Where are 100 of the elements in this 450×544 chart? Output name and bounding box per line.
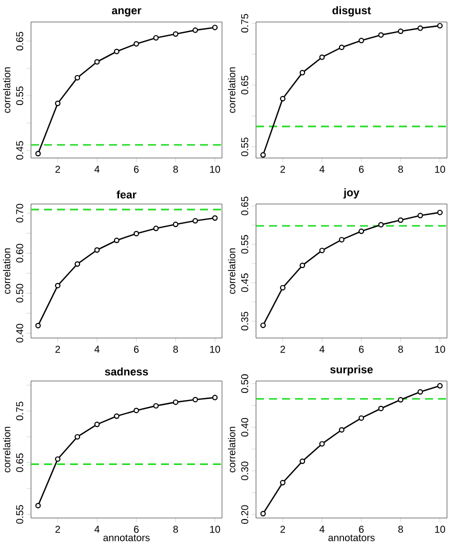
point [398, 28, 404, 34]
x-axis-title: annotators [328, 534, 375, 542]
point [358, 38, 364, 44]
y-tick-label: 0.40 [241, 418, 248, 437]
point [300, 70, 306, 76]
point [437, 22, 443, 28]
x-tick-label: 2 [280, 526, 286, 533]
point [212, 394, 218, 400]
y-tick-label: 0.75 [16, 402, 24, 420]
point [300, 262, 306, 268]
chart-title: surprise [330, 365, 373, 376]
point [319, 248, 325, 254]
point [54, 456, 60, 462]
point [338, 236, 344, 242]
point [212, 24, 218, 30]
y-tick-label: 0.55 [16, 505, 24, 524]
point [114, 48, 120, 54]
point [172, 222, 178, 228]
y-tick-label: 0.55 [241, 235, 248, 254]
chart-title: disgust [332, 6, 371, 16]
x-tick-label: 4 [319, 346, 325, 353]
y-tick-label: 0.60 [16, 244, 24, 262]
x-tick-label: 2 [280, 346, 286, 353]
point [114, 238, 120, 244]
point [35, 150, 41, 156]
y-tick-label: 0.45 [16, 141, 24, 160]
y-tick-label: 0.65 [16, 32, 24, 50]
y-tick-label: 0.45 [241, 273, 248, 292]
x-tick-label: 8 [398, 526, 403, 533]
y-axis-title: correlation [228, 67, 236, 113]
y-tick-label: 0.40 [16, 324, 24, 342]
x-tick-label: 6 [359, 166, 364, 173]
y-axis-title: correlation [3, 248, 10, 294]
chart-title: fear [116, 190, 136, 198]
point [260, 322, 266, 328]
x-tick-label: 6 [134, 166, 139, 173]
y-tick-label: 0.65 [16, 453, 24, 472]
point [35, 502, 41, 508]
point [358, 228, 364, 234]
y-tick-label: 0.55 [16, 86, 24, 106]
x-tick-label: 4 [94, 166, 100, 173]
point [74, 434, 80, 440]
x-tick-label: 10 [210, 346, 220, 353]
point [260, 510, 266, 516]
point [114, 413, 120, 419]
chart-title: sadness [104, 367, 148, 376]
x-tick-label: 10 [210, 166, 220, 173]
x-tick-label: 4 [94, 346, 100, 353]
x-tick-label: 6 [134, 526, 139, 533]
y-axis-title: correlation [228, 248, 236, 294]
x-tick-label: 6 [359, 526, 364, 533]
y-tick-label: 0.70 [16, 204, 24, 222]
x-tick-label: 10 [210, 526, 220, 533]
x-tick-label: 4 [319, 526, 325, 533]
point [134, 408, 140, 414]
point [153, 403, 159, 409]
point [398, 397, 404, 403]
x-tick-label: 10 [435, 166, 446, 173]
x-tick-label: 8 [173, 346, 178, 353]
point [437, 210, 443, 216]
point [260, 152, 266, 158]
point [212, 215, 218, 221]
point [74, 74, 80, 80]
point [280, 96, 286, 102]
y-tick-label: 0.20 [241, 505, 248, 524]
x-tick-label: 8 [173, 526, 178, 533]
y-tick-label: 0.65 [241, 196, 248, 216]
point [418, 212, 424, 218]
x-tick-label: 2 [280, 166, 286, 173]
point [338, 44, 344, 50]
x-tick-label: 2 [55, 346, 60, 353]
point [172, 399, 178, 405]
point [54, 100, 60, 106]
y-tick-label: 0.55 [241, 138, 248, 156]
y-axis-title: correlation [228, 426, 236, 472]
x-tick-label: 4 [94, 526, 100, 533]
point [172, 31, 178, 37]
y-axis-title: correlation [3, 67, 10, 113]
point [192, 218, 198, 224]
point [338, 427, 344, 433]
point [192, 27, 198, 33]
chart-title: joy [343, 188, 360, 198]
x-tick-label: 10 [435, 346, 446, 353]
y-tick-label: 0.50 [241, 374, 248, 393]
point [54, 282, 60, 288]
x-tick-label: 4 [319, 166, 325, 173]
point [378, 222, 384, 228]
point [378, 406, 384, 412]
point [94, 247, 100, 253]
point [398, 217, 404, 223]
chart-title: anger [112, 8, 142, 16]
point [94, 59, 100, 65]
y-tick-label: 0.35 [241, 312, 248, 330]
point [418, 389, 424, 395]
y-tick-label: 0.65 [241, 76, 248, 94]
point [280, 480, 286, 486]
x-tick-label: 8 [173, 166, 178, 173]
y-tick-label: 0.50 [16, 284, 24, 302]
y-tick-label: 0.30 [241, 462, 248, 480]
y-axis-title: correlation [3, 426, 10, 472]
